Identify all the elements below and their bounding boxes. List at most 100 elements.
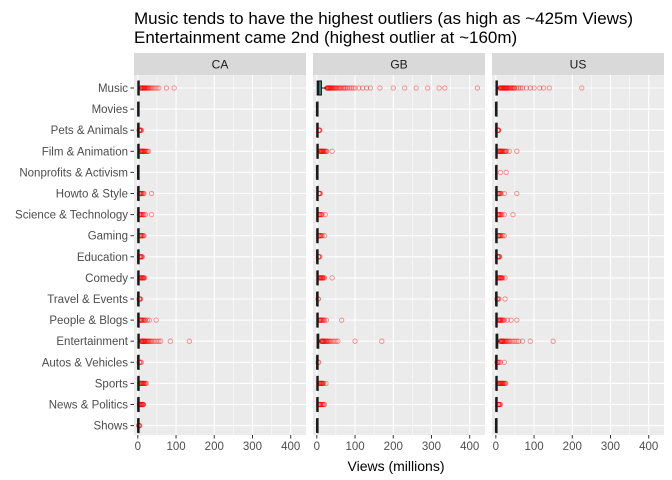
box-pets-animals — [316, 122, 323, 138]
outlier-point — [523, 85, 530, 91]
outlier-point — [497, 233, 504, 239]
outlier-point — [500, 85, 506, 91]
box-people-blogs — [137, 312, 159, 328]
outlier-point — [514, 190, 520, 197]
outlier-point — [320, 338, 326, 344]
facet-strip — [134, 53, 306, 75]
outlier-point — [142, 338, 148, 344]
outlier-point — [322, 338, 328, 344]
outlier-point — [152, 338, 158, 344]
box-shows — [135, 418, 143, 434]
outlier-point — [148, 85, 155, 91]
outlier-point — [367, 85, 373, 91]
outlier-point — [497, 275, 503, 281]
outlier-point — [516, 85, 522, 91]
outlier-point — [140, 148, 146, 154]
outlier-point — [390, 85, 396, 91]
outlier-point — [140, 275, 146, 281]
facet-strip — [492, 53, 664, 75]
outlier-point — [498, 317, 504, 323]
box-movies — [494, 101, 498, 117]
outlier-point — [323, 148, 329, 154]
outlier-point — [500, 275, 506, 281]
x-tick-label: 200 — [205, 441, 224, 453]
outlier-point — [321, 401, 327, 408]
outlier-point — [504, 85, 510, 91]
x-tick-label: 300 — [422, 441, 441, 453]
box-education — [136, 249, 146, 265]
box-music — [137, 80, 177, 96]
outlier-point — [497, 317, 504, 323]
box-comedy — [316, 270, 335, 286]
box-nonprofits-activism — [315, 164, 319, 180]
outlier-point — [321, 148, 328, 154]
facet-strip-label: GB — [390, 58, 407, 72]
outlier-point — [500, 317, 507, 323]
outlier-point — [144, 148, 151, 154]
outlier-point — [139, 233, 146, 239]
outlier-point — [377, 85, 383, 91]
outlier-point — [333, 338, 339, 344]
outlier-point — [320, 401, 326, 408]
outlier-point — [319, 380, 325, 387]
x-tick-label: 300 — [243, 441, 262, 453]
box-film-animation — [495, 143, 520, 159]
outlier-point — [318, 380, 324, 387]
outlier-point — [499, 275, 505, 281]
outlier-point — [140, 338, 147, 344]
outlier-point — [501, 317, 507, 323]
outlier-point — [321, 275, 327, 281]
outlier-point — [499, 338, 505, 344]
outlier-point — [318, 148, 325, 154]
outlier-point — [142, 338, 148, 344]
outlier-point — [500, 380, 506, 387]
outlier-point — [321, 338, 328, 344]
box-education — [494, 249, 503, 265]
outlier-point — [140, 85, 146, 91]
outlier-point — [318, 275, 325, 281]
outlier-point — [331, 85, 338, 91]
outlier-point — [498, 190, 504, 197]
outlier-point — [319, 148, 325, 154]
outlier-point — [145, 338, 151, 344]
outlier-point — [142, 380, 149, 387]
outlier-point — [335, 338, 341, 344]
box-pets-animals — [494, 122, 502, 138]
outlier-point — [326, 85, 333, 91]
outlier-point — [497, 401, 504, 408]
outlier-point — [501, 380, 507, 387]
outlier-point — [550, 338, 556, 344]
outlier-point — [323, 317, 330, 323]
outlier-point — [512, 338, 518, 344]
outlier-point — [540, 85, 547, 91]
outlier-point — [319, 211, 325, 218]
outlier-point — [140, 401, 146, 408]
outlier-point — [140, 380, 146, 387]
facet-panel-us: US 0 100 200 300 400 — [492, 53, 664, 453]
outlier-point — [497, 317, 503, 323]
outlier-point — [141, 211, 147, 218]
facet-panel-ca: CA 0 100 200 300 400 — [134, 53, 306, 453]
outlier-point — [142, 380, 148, 387]
outlier-point — [139, 148, 145, 154]
outlier-point — [499, 317, 505, 323]
outlier-point — [145, 85, 152, 91]
outlier-point — [516, 338, 522, 344]
y-tick-label: Gaming — [88, 231, 128, 243]
outlier-point — [498, 380, 505, 387]
outlier-point — [150, 85, 156, 91]
y-tick-label: News & Politics — [49, 400, 128, 412]
outlier-point — [360, 85, 366, 91]
box-howto-style — [136, 185, 155, 202]
outlier-point — [139, 275, 145, 281]
outlier-point — [143, 85, 149, 91]
outlier-point — [497, 190, 504, 197]
outlier-point — [141, 148, 147, 154]
outlier-point — [142, 85, 148, 91]
outlier-point — [322, 148, 328, 154]
outlier-point — [140, 275, 146, 281]
outlier-point — [141, 85, 147, 91]
outlier-point — [514, 317, 520, 323]
y-tick-label: Pets & Animals — [51, 125, 129, 137]
outlier-point — [340, 85, 347, 91]
